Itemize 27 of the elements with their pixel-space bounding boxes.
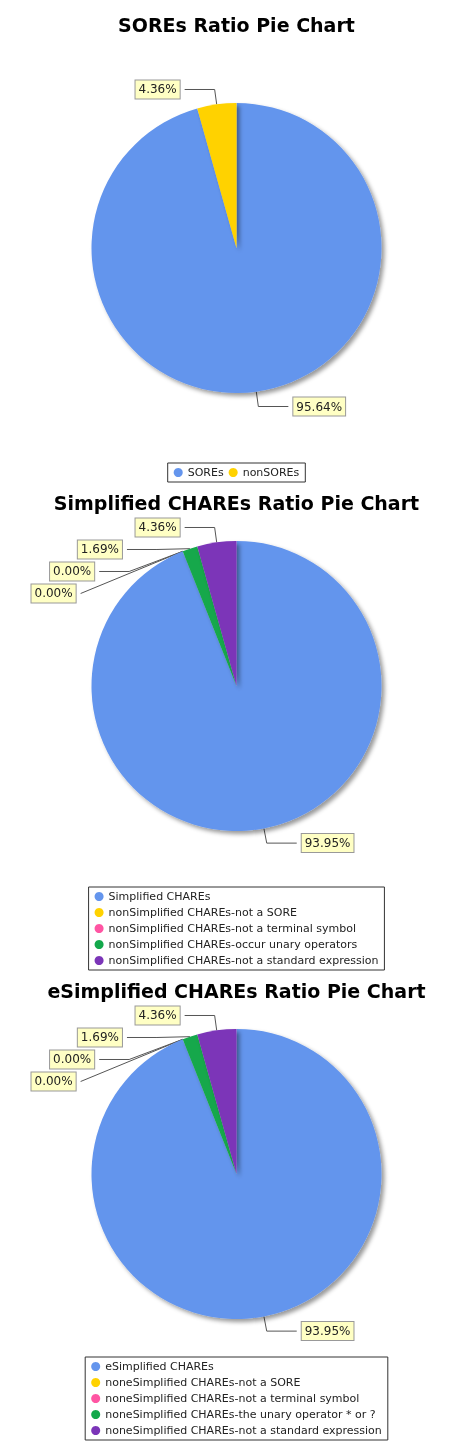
data-label: 93.95% [304, 1324, 351, 1339]
legend-label: noneSimplified CHAREs-not a terminal symbol [105, 1392, 360, 1405]
text: 0.00% [34, 1074, 73, 1089]
legend-label: noneSimplified CHAREs-the unary operator * or ? [105, 1408, 376, 1421]
data-label: 95.64% [296, 399, 343, 414]
legend-label: Simplified CHAREs [108, 890, 211, 903]
legend-label: SOREs [187, 466, 224, 479]
data-label: 93.95% [304, 836, 351, 851]
data-label: 4.36% [138, 520, 177, 535]
data-label: 4.36% [138, 1008, 177, 1023]
data-label: 4.36% [138, 82, 177, 97]
text: 0.00% [34, 586, 73, 601]
data-label: 1.69% [80, 1030, 119, 1045]
text: 0.00% [53, 564, 92, 579]
legend-label: nonSimplified CHAREs-not a standard expression [108, 954, 379, 967]
legend-label: noneSimplified CHAREs-not a SORE [105, 1376, 301, 1389]
legend-label: nonSimplified CHAREs-occur unary operators [108, 938, 358, 951]
legend-label: nonSOREs [242, 466, 300, 479]
data-label: 1.69% [80, 542, 119, 557]
text: 0.00% [53, 1052, 92, 1067]
legend-label: noneSimplified CHAREs-not a standard expression [105, 1424, 382, 1437]
chart-title: Simplified CHAREs Ratio Pie Chart [53, 491, 420, 514]
legend-label: nonSimplified CHAREs-not a SORE [108, 906, 298, 919]
chart-title: eSimplified CHAREs Ratio Pie Chart [47, 979, 426, 1002]
chart-title: SOREs Ratio Pie Chart [118, 13, 355, 36]
legend-label: eSimplified CHAREs [105, 1360, 215, 1373]
legend-label: nonSimplified CHAREs-not a terminal symbol [108, 922, 356, 935]
